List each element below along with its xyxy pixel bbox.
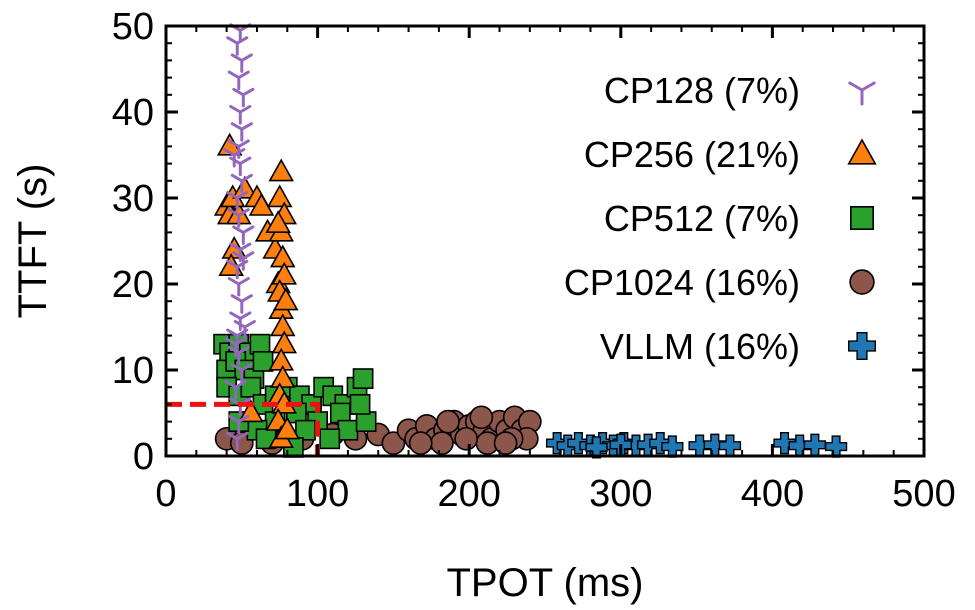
series-2-point-9 bbox=[252, 350, 274, 372]
legend-marker-1 bbox=[847, 138, 877, 165]
series-4-point-14 bbox=[773, 431, 796, 455]
legend-marker-2 bbox=[849, 206, 874, 231]
series-0-point-3 bbox=[224, 380, 247, 400]
ticks-layer: 0 100 200 300 400 500 0 10 20 30 40 50 bbox=[112, 6, 956, 515]
series-2-point-22 bbox=[352, 368, 374, 390]
series-0-point-4 bbox=[230, 363, 253, 383]
plot-frame bbox=[164, 24, 926, 458]
slo-boundary-line bbox=[166, 401, 321, 456]
series-1-point-32 bbox=[265, 210, 291, 233]
series-0-point-20 bbox=[232, 87, 255, 108]
series-3-point-30 bbox=[493, 431, 518, 455]
series-2-point-32 bbox=[355, 411, 377, 433]
y-tick-label: 40 bbox=[112, 92, 154, 134]
series-4-point-17 bbox=[824, 435, 848, 458]
x-tick-label: 500 bbox=[892, 473, 955, 515]
legend-label-1: CP256 (21%) bbox=[584, 134, 800, 175]
series-0 bbox=[223, 23, 256, 452]
series-0-point-15 bbox=[230, 173, 253, 194]
series-0-point-18 bbox=[230, 122, 253, 142]
series-1-point-29 bbox=[274, 416, 301, 440]
legend-marker-3 bbox=[849, 269, 875, 295]
series-4-point-19 bbox=[585, 436, 608, 459]
series-2-point-33 bbox=[349, 393, 371, 415]
y-tick-label: 50 bbox=[112, 6, 154, 48]
series-1-point-7 bbox=[232, 175, 258, 199]
series-0-point-13 bbox=[227, 208, 250, 228]
series-1-point-31 bbox=[273, 287, 299, 311]
y-tick-label: 30 bbox=[112, 178, 154, 220]
legend-marker-0 bbox=[848, 81, 876, 106]
series-0-point-27 bbox=[223, 148, 246, 168]
x-tick-label: 100 bbox=[286, 473, 349, 515]
series-3-point-31 bbox=[436, 409, 460, 434]
series-3-point-28 bbox=[408, 431, 433, 455]
series-0-point-14 bbox=[226, 191, 249, 211]
series-0-point-25 bbox=[224, 337, 247, 357]
slo-box bbox=[166, 401, 321, 456]
series-2-point-31 bbox=[337, 419, 359, 441]
series-2-point-34 bbox=[319, 428, 341, 450]
points-layer bbox=[213, 23, 848, 459]
series-2-point-12 bbox=[240, 376, 262, 398]
legend-label-4: VLLM (16%) bbox=[600, 326, 800, 367]
series-1-point-18 bbox=[271, 261, 298, 285]
series-0-point-8 bbox=[230, 294, 253, 314]
series-0-point-9 bbox=[227, 277, 250, 297]
series-4-point-16 bbox=[803, 433, 826, 456]
x-tick-label: 200 bbox=[437, 473, 500, 515]
y-tick-label: 20 bbox=[112, 264, 154, 306]
y-axis-title: TTFT (s) bbox=[11, 164, 55, 319]
series-4-point-2 bbox=[567, 431, 590, 455]
x-axis-title: TPOT (ms) bbox=[446, 561, 643, 605]
legend-marker-4 bbox=[848, 332, 876, 360]
series-3-point-27 bbox=[430, 431, 454, 455]
series-2-point-30 bbox=[295, 419, 316, 441]
series-4-point-9 bbox=[649, 431, 672, 455]
series-0-point-0 bbox=[226, 431, 249, 452]
series-1-point-13 bbox=[268, 158, 294, 182]
series-0-point-12 bbox=[232, 225, 255, 245]
series-1-point-22 bbox=[271, 330, 298, 354]
legend: CP128 (7%) CP256 (21%) CP512 (7%) CP1024 (1… bbox=[564, 70, 877, 367]
series-0-point-23 bbox=[226, 36, 249, 56]
legend-label-2: CP512 (7%) bbox=[604, 198, 800, 239]
series-3-point-32 bbox=[469, 405, 494, 430]
series-3-point-7 bbox=[381, 431, 406, 455]
series-0-point-1 bbox=[227, 414, 250, 435]
legend-label-0: CP128 (7%) bbox=[604, 70, 800, 111]
y-tick-label: 0 bbox=[133, 436, 154, 478]
series-1-point-14 bbox=[266, 184, 293, 208]
series-0-point-21 bbox=[227, 70, 250, 91]
x-tick-label: 0 bbox=[155, 473, 176, 515]
series-1-point-24 bbox=[269, 364, 296, 388]
series-2-point-4 bbox=[249, 333, 271, 355]
series-0-point-19 bbox=[229, 105, 252, 125]
series-4 bbox=[545, 431, 848, 459]
series-0-point-22 bbox=[230, 53, 253, 73]
series-0-point-28 bbox=[232, 251, 255, 271]
x-tick-label: 300 bbox=[589, 473, 652, 515]
series-1-point-9 bbox=[248, 192, 275, 216]
series-0-point-26 bbox=[233, 320, 256, 340]
series-4-point-13 bbox=[718, 434, 742, 457]
y-tick-label: 10 bbox=[112, 350, 154, 392]
series-2-point-23 bbox=[329, 402, 351, 424]
legend-label-3: CP1024 (16%) bbox=[564, 262, 800, 303]
x-tick-label: 400 bbox=[741, 473, 804, 515]
series-3-point-29 bbox=[454, 426, 479, 451]
